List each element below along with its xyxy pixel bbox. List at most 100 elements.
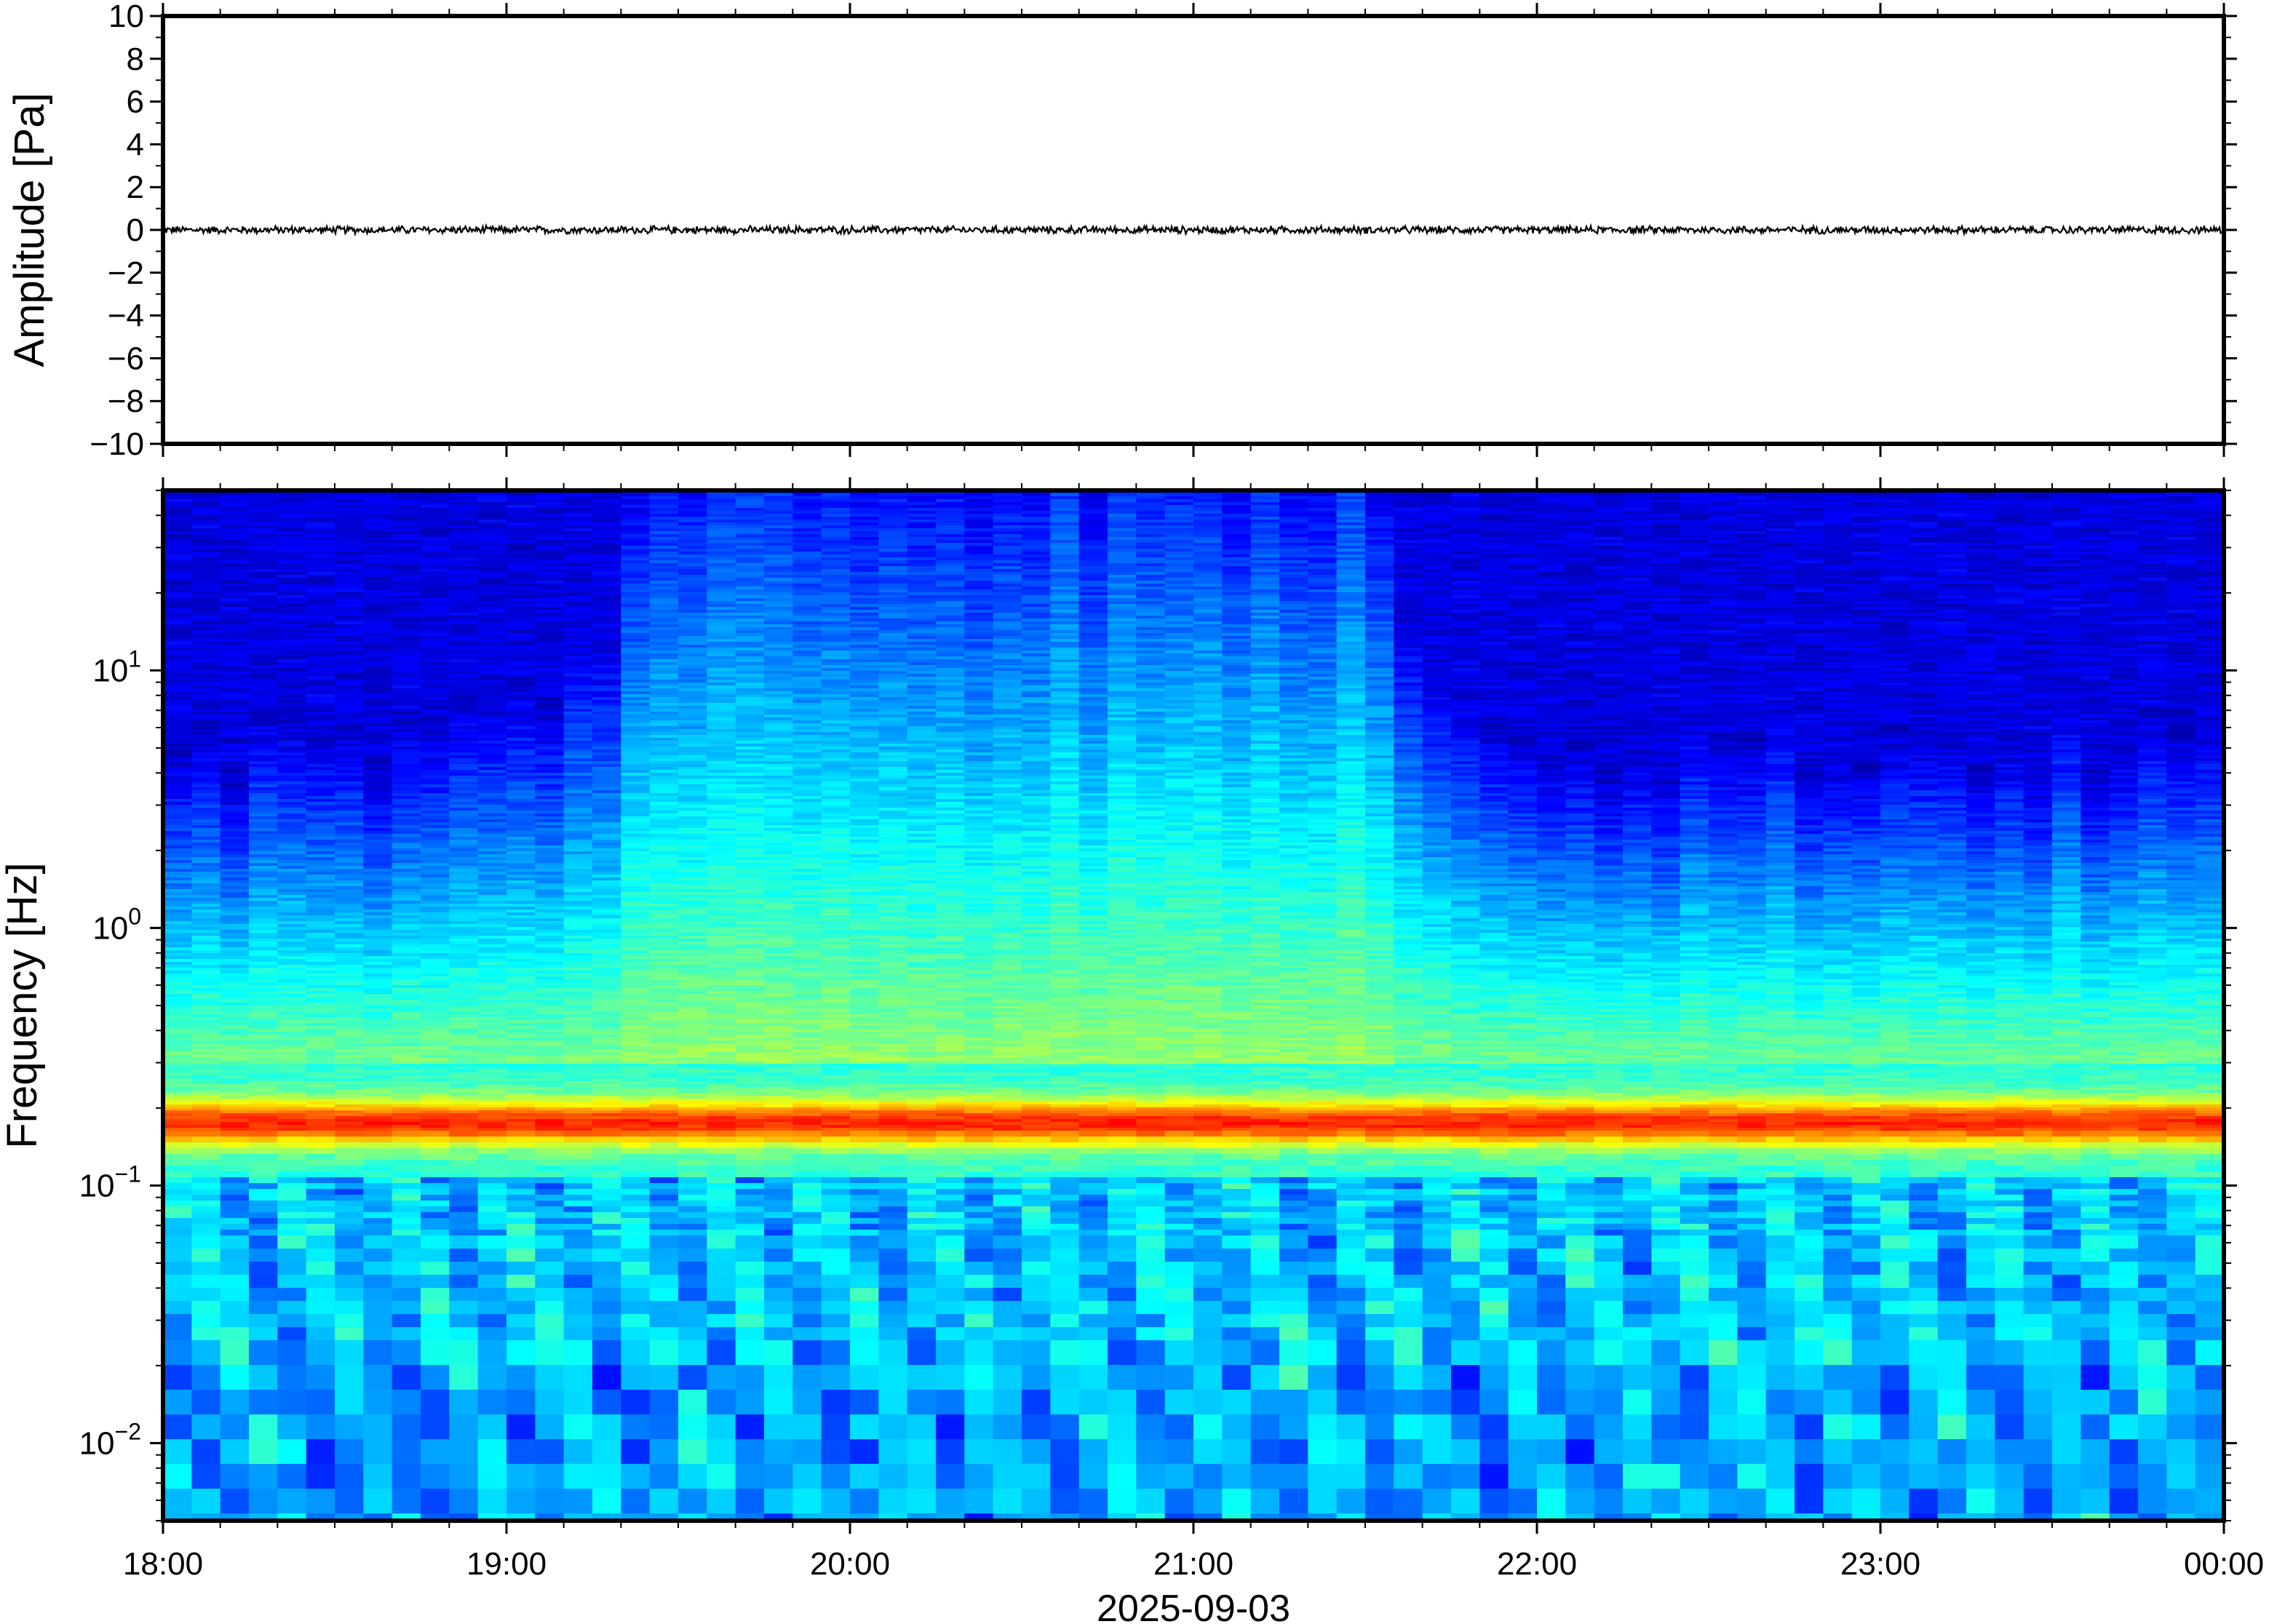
spectrogram-cell <box>649 959 679 963</box>
spectrogram-cell <box>249 790 278 794</box>
spectrogram-cell <box>421 1038 450 1041</box>
spectrogram-cell <box>678 618 707 622</box>
spectrogram-cell <box>621 802 651 805</box>
spectrogram-cell <box>277 1183 307 1190</box>
spectrogram-cell <box>678 755 707 759</box>
spectrogram-cell <box>335 808 364 811</box>
spectrogram-cell <box>335 956 364 960</box>
spectrogram-cell <box>392 1049 421 1053</box>
spectrogram-cell <box>563 505 593 509</box>
spectrogram-cell <box>191 857 221 861</box>
spectrogram-cell <box>335 1107 364 1111</box>
spectrogram-cell <box>363 627 393 631</box>
spectrogram-cell <box>306 610 335 613</box>
spectrogram-cell <box>506 1099 536 1102</box>
spectrogram-cell <box>163 822 192 826</box>
spectrogram-cell <box>506 1055 536 1059</box>
spectrogram-cell <box>477 633 507 637</box>
spectrogram-cell <box>277 709 307 712</box>
spectrogram-cell <box>535 843 565 846</box>
spectrogram-cell <box>392 755 421 759</box>
spectrogram-cell <box>220 1000 250 1003</box>
spectrogram-cell <box>592 1084 621 1088</box>
spectrogram-cell <box>163 1087 192 1091</box>
spectrogram-cell <box>449 968 479 971</box>
spectrogram-cell <box>306 1093 335 1096</box>
spectrogram-cell <box>163 936 192 939</box>
spectrogram-cell <box>477 755 507 759</box>
spectrogram-cell <box>363 1096 393 1099</box>
spectrogram-cell <box>449 1035 479 1038</box>
spectrogram-cell <box>191 811 221 814</box>
spectrogram-cell <box>191 1116 221 1120</box>
spectrogram-cell <box>535 1090 565 1094</box>
spectrogram-cell <box>249 1046 278 1050</box>
spectrogram-cell <box>535 575 565 578</box>
spectrogram-cell <box>649 581 679 584</box>
spectrogram-cell <box>477 738 507 741</box>
spectrogram-cell <box>592 953 621 957</box>
spectrogram-cell <box>335 974 364 977</box>
spectrogram-cell <box>392 1230 421 1236</box>
spectrogram-cell <box>649 578 679 581</box>
spectrogram-cell <box>621 872 651 875</box>
spectrogram-cell <box>563 1000 593 1003</box>
spectrogram-cell <box>191 1131 221 1137</box>
spectrogram-cell <box>535 720 565 724</box>
spectrogram-cell <box>477 732 507 736</box>
spectrogram-cell <box>678 944 707 948</box>
spectrogram-cell <box>335 1390 364 1415</box>
spectrogram-cell <box>306 831 335 835</box>
spectrogram-cell <box>306 1055 335 1059</box>
spectrogram-cell <box>563 787 593 791</box>
spectrogram-cell <box>335 680 364 683</box>
spectrogram-cell <box>249 1008 278 1012</box>
spectrogram-cell <box>220 1046 250 1050</box>
spectrogram-cell <box>306 575 335 578</box>
spectrogram-cell <box>163 1201 192 1207</box>
spectrogram-cell <box>306 682 335 686</box>
spectrogram-cell <box>535 1166 565 1172</box>
spectrogram-cell <box>477 717 507 721</box>
spectrogram-cell <box>163 741 192 744</box>
spectrogram-cell <box>449 1414 479 1440</box>
spectrogram-cell <box>563 688 593 692</box>
spectrogram-cell <box>392 1061 421 1064</box>
spectrogram-cell <box>191 653 221 657</box>
spectrogram-cell <box>449 604 479 608</box>
spectrogram-cell <box>277 843 307 846</box>
spectrogram-cell <box>277 639 307 642</box>
spectrogram-cell <box>477 1090 507 1094</box>
spectrogram-cell <box>277 493 307 497</box>
spectrogram-cell <box>220 776 250 779</box>
spectrogram-cell <box>592 912 621 916</box>
spectrogram-cell <box>621 808 651 811</box>
spectrogram-cell <box>191 880 221 884</box>
spectrogram-cell <box>535 959 565 963</box>
spectrogram-cell <box>477 1081 507 1085</box>
spectrogram-cell <box>563 918 593 922</box>
spectrogram-cell <box>477 1439 507 1465</box>
spectrogram-cell <box>449 811 479 814</box>
spectrogram-cell <box>506 680 536 683</box>
spectrogram-cell <box>335 729 364 733</box>
spectrogram-cell <box>163 618 192 622</box>
spectrogram-cell <box>249 639 278 642</box>
spectrogram-cell <box>392 953 421 957</box>
spectrogram-cell <box>277 968 307 971</box>
spectrogram-cell <box>421 621 450 625</box>
spectrogram-cell <box>535 1262 565 1275</box>
spectrogram-cell <box>335 1154 364 1161</box>
spectrogram-cell <box>363 671 393 674</box>
spectrogram-cell <box>506 834 536 837</box>
spectrogram-cell <box>678 968 707 971</box>
spectrogram-cell <box>621 665 651 669</box>
spectrogram-cell <box>220 962 250 966</box>
spectrogram-cell <box>477 592 507 596</box>
spectrogram-cell <box>678 976 707 980</box>
spectrogram-cell <box>506 607 536 610</box>
spectrogram-cell <box>220 784 250 788</box>
spectrogram-cell <box>421 921 450 925</box>
spectrogram-cell <box>621 1154 651 1161</box>
spectrogram-cell <box>277 685 307 689</box>
